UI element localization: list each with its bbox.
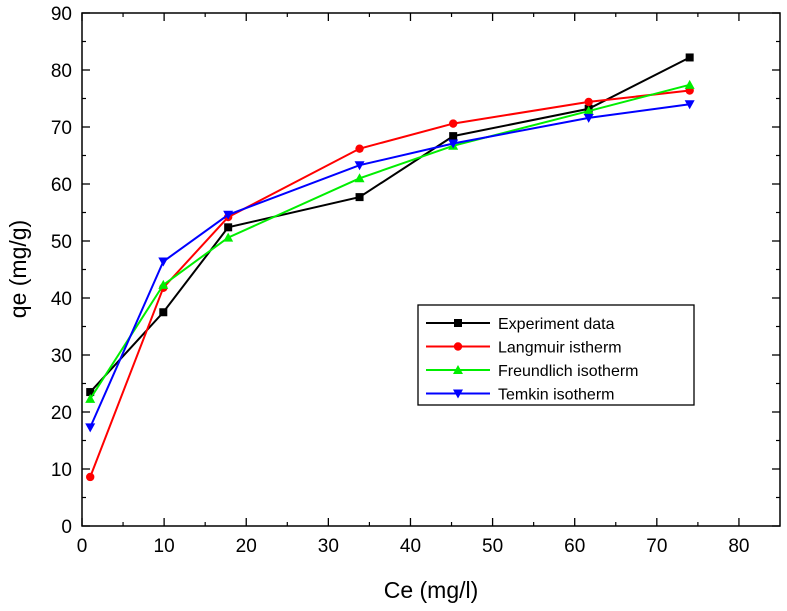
legend-marker — [454, 319, 462, 327]
data-point — [86, 472, 95, 482]
series-line — [89, 89, 690, 478]
legend-entry: Experiment data — [426, 316, 615, 333]
data-point — [583, 113, 594, 123]
data-point — [448, 139, 459, 149]
series-layer — [85, 53, 695, 482]
data-point — [448, 119, 458, 128]
x-tick-label: 50 — [482, 536, 503, 557]
x-tick-label: 80 — [728, 536, 749, 557]
series-1 — [86, 86, 694, 482]
data-point — [354, 173, 365, 183]
legend-label: Experiment data — [498, 316, 615, 333]
data-point — [85, 423, 96, 433]
legend-label: Temkin isotherm — [498, 387, 614, 404]
y-tick-label: 80 — [51, 61, 72, 82]
y-tick-label: 50 — [51, 232, 72, 253]
data-point — [354, 161, 365, 171]
x-tick-label: 30 — [318, 536, 339, 557]
data-point — [158, 257, 169, 267]
plot-frame — [81, 12, 781, 527]
data-point — [685, 53, 694, 62]
x-tick-label: 20 — [236, 536, 257, 557]
data-point — [223, 210, 234, 220]
legend-marker — [453, 342, 463, 351]
y-tick-label: 20 — [51, 403, 72, 424]
data-point — [86, 388, 95, 397]
y-tick-label: 30 — [51, 346, 72, 367]
x-tick-label: 70 — [646, 536, 667, 557]
y-tick-label: 10 — [51, 460, 72, 481]
y-tick-label: 60 — [51, 175, 72, 196]
y-axis-title: qe (mg/g) — [5, 220, 31, 318]
y-tick-label: 70 — [51, 118, 72, 139]
data-point — [85, 393, 96, 403]
legend-marker — [453, 365, 463, 374]
legend-marker — [453, 389, 463, 399]
y-tick-label: 40 — [51, 289, 72, 310]
data-point — [355, 144, 364, 153]
legend: Experiment data Langmuir istherm Freundlic… — [417, 304, 695, 406]
data-point — [684, 100, 695, 110]
legend-box — [417, 304, 695, 406]
legend-entry: Langmuir istherm — [426, 340, 622, 357]
data-point — [223, 232, 234, 242]
legend-entry: Temkin isotherm — [426, 387, 614, 404]
x-axis-title: Ce (mg/l) — [384, 577, 479, 603]
series-2 — [85, 79, 695, 403]
data-point — [449, 132, 458, 141]
axis-ticks: 0 10 20 30 40 50 60 70 80 0 10 20 30 40 50 60 70 80 90 — [51, 4, 780, 557]
legend-entry: Freundlich isotherm — [426, 363, 639, 380]
data-point — [158, 279, 169, 289]
x-tick-label: 10 — [154, 536, 175, 557]
y-tick-label: 90 — [51, 4, 72, 25]
data-point — [684, 79, 695, 89]
data-point — [355, 193, 364, 202]
data-point — [159, 308, 168, 317]
legend-label: Langmuir istherm — [498, 340, 622, 357]
data-point — [583, 106, 594, 116]
x-tick-label: 40 — [400, 536, 421, 557]
x-tick-label: 0 — [77, 536, 88, 557]
x-tick-label: 60 — [564, 536, 585, 557]
data-point — [224, 223, 233, 232]
series-3 — [85, 100, 695, 433]
data-point — [584, 97, 593, 107]
y-tick-label: 0 — [61, 517, 72, 538]
legend-label: Freundlich isotherm — [498, 363, 639, 380]
